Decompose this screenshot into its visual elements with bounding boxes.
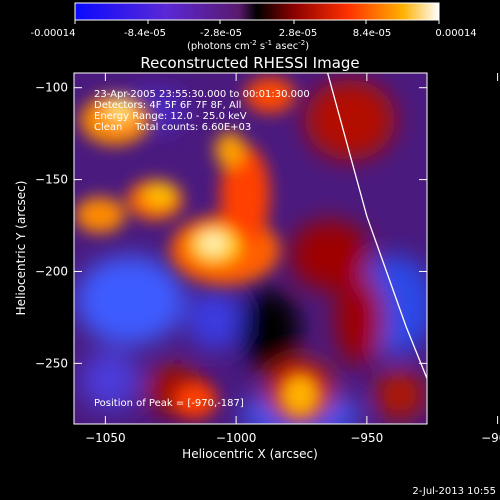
annotation-detectors: Detectors: 4F 5F 6F 7F 8F, All bbox=[94, 100, 241, 111]
colorbar-units: (photons cm-2 s-1 asec-2) bbox=[187, 39, 309, 52]
annotation-time-range: 23-Apr-2005 23:55:30.000 to 00:01:30.000 bbox=[94, 89, 310, 100]
chart-title: Reconstructed RHESSI Image bbox=[140, 54, 359, 72]
x-axis: −1050 −1000 −950 −900 bbox=[85, 73, 500, 445]
annotation-peak-position: Position of Peak = [-970,-187] bbox=[94, 398, 244, 409]
x-tick-label: −1050 bbox=[85, 431, 126, 445]
y-tick-label: −200 bbox=[35, 264, 68, 278]
x-axis-label: Heliocentric X (arcsec) bbox=[182, 447, 318, 461]
colorbar-tick-label: -8.4e-05 bbox=[124, 28, 166, 39]
annotation-energy-range: Energy Range: 12.0 - 25.0 keV bbox=[94, 111, 247, 122]
heatmap-image bbox=[74, 73, 427, 424]
plot-frame bbox=[73, 72, 428, 425]
y-axis-label: Heliocentric Y (arcsec) bbox=[14, 181, 28, 316]
colorbar-tick-label: 0.00014 bbox=[435, 28, 476, 39]
annotation-clean-counts: Clean Total counts: 6.60E+03 bbox=[94, 122, 251, 133]
y-tick-label: −150 bbox=[35, 173, 68, 187]
x-tick-label: −1000 bbox=[216, 431, 257, 445]
y-tick-label: −100 bbox=[35, 81, 68, 95]
y-axis: −250 −200 −150 −100 bbox=[35, 81, 427, 370]
x-tick-label: −900 bbox=[481, 431, 500, 445]
colorbar bbox=[74, 2, 440, 21]
colorbar-tick-label: 2.8e-05 bbox=[279, 28, 317, 39]
solar-limb-curve bbox=[327, 73, 427, 381]
x-tick-label: −950 bbox=[350, 431, 383, 445]
colorbar-tick-label: 8.4e-05 bbox=[353, 28, 391, 39]
colorbar-tick-label: -2.8e-05 bbox=[200, 28, 242, 39]
colorbar-ticks bbox=[74, 20, 440, 24]
colorbar-tick-label: -0.00014 bbox=[31, 28, 76, 39]
y-tick-label: −250 bbox=[35, 356, 68, 370]
footer-date: 2-Jul-2013 10:55 bbox=[412, 486, 496, 497]
